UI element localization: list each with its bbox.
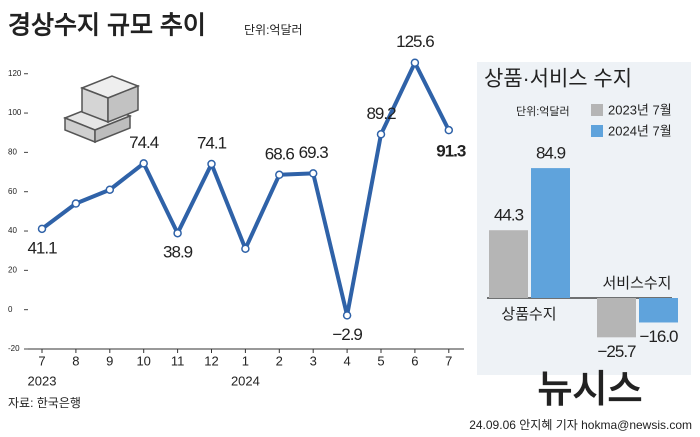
x-tick-label: 6 bbox=[411, 353, 418, 368]
credit: 24.09.06 안지혜 기자 hokma@newsis.com bbox=[469, 418, 692, 432]
x-tick-label: 3 bbox=[310, 353, 317, 368]
data-point bbox=[207, 159, 216, 169]
watermark: 뉴시스 bbox=[538, 369, 643, 411]
value-label: −16.0 bbox=[639, 327, 678, 346]
x-tick-label: 12 bbox=[204, 353, 218, 368]
value-label: −25.7 bbox=[597, 342, 636, 361]
legend-label: 2024년 7월 bbox=[608, 123, 672, 138]
value-label: 41.1 bbox=[27, 238, 57, 257]
data-point bbox=[275, 170, 284, 180]
bar-chart-title: 상품·서비스 수지 bbox=[484, 68, 632, 91]
bar bbox=[639, 298, 678, 323]
bar bbox=[597, 298, 636, 338]
y-tick-label: -20 bbox=[8, 344, 20, 353]
year-label: 2024 bbox=[231, 373, 260, 388]
data-point bbox=[444, 125, 454, 135]
legend-swatch bbox=[591, 104, 603, 116]
data-point bbox=[241, 244, 250, 253]
value-label: 125.6 bbox=[396, 32, 434, 51]
bar bbox=[531, 168, 570, 298]
x-tick-label: 2 bbox=[276, 353, 283, 368]
x-tick-label: 4 bbox=[343, 353, 350, 368]
legend-swatch bbox=[591, 125, 603, 137]
value-label: 89.2 bbox=[366, 104, 396, 123]
value-label: 69.3 bbox=[299, 143, 329, 162]
data-point bbox=[139, 159, 148, 168]
y-tick-label: 40 bbox=[8, 226, 17, 235]
y-tick-label: 120 bbox=[8, 69, 22, 78]
value-label: 91.3 bbox=[436, 142, 466, 161]
legend-label: 2023년 7월 bbox=[608, 102, 672, 117]
data-point bbox=[105, 185, 115, 194]
unit-label: 단위:억달러 bbox=[244, 23, 303, 37]
value-label: 74.4 bbox=[129, 133, 159, 152]
y-tick-label: 20 bbox=[8, 265, 17, 274]
y-tick-label: 60 bbox=[8, 187, 17, 196]
x-tick-label: 9 bbox=[106, 353, 113, 368]
bar bbox=[489, 230, 528, 298]
x-tick-label: 5 bbox=[377, 353, 384, 368]
value-label: 74.1 bbox=[197, 133, 227, 152]
main-title: 경상수지 규모 추이 bbox=[8, 12, 206, 40]
value-label: 44.3 bbox=[494, 206, 524, 225]
data-point bbox=[71, 199, 81, 208]
y-tick-label: 80 bbox=[8, 147, 17, 156]
data-point bbox=[410, 58, 420, 67]
y-tick-label: 0 bbox=[8, 305, 13, 314]
value-label: 84.9 bbox=[536, 144, 566, 163]
value-label: 68.6 bbox=[265, 144, 295, 163]
x-tick-label: 7 bbox=[445, 353, 452, 368]
x-tick-label: 10 bbox=[136, 353, 150, 368]
data-point bbox=[308, 169, 318, 178]
value-label: −2.9 bbox=[332, 325, 362, 344]
x-tick-label: 7 bbox=[38, 353, 45, 368]
bar-unit-label: 단위:억달러 bbox=[516, 105, 570, 118]
x-tick-label: 8 bbox=[72, 353, 79, 368]
x-tick-label: 11 bbox=[171, 353, 185, 368]
y-tick-label: 100 bbox=[8, 108, 22, 117]
year-label: 2023 bbox=[28, 373, 57, 388]
value-label: 38.9 bbox=[163, 243, 193, 262]
data-point bbox=[342, 311, 352, 320]
source: 자료: 한국은행 bbox=[8, 395, 81, 410]
data-point bbox=[376, 130, 386, 139]
x-tick-label: 1 bbox=[242, 353, 249, 368]
data-point bbox=[173, 228, 182, 238]
category-label: 상품수지 bbox=[501, 306, 556, 323]
category-label: 서비스수지 bbox=[602, 275, 671, 292]
data-point bbox=[37, 224, 47, 234]
money-icon bbox=[62, 75, 141, 144]
side-panel bbox=[477, 62, 691, 375]
